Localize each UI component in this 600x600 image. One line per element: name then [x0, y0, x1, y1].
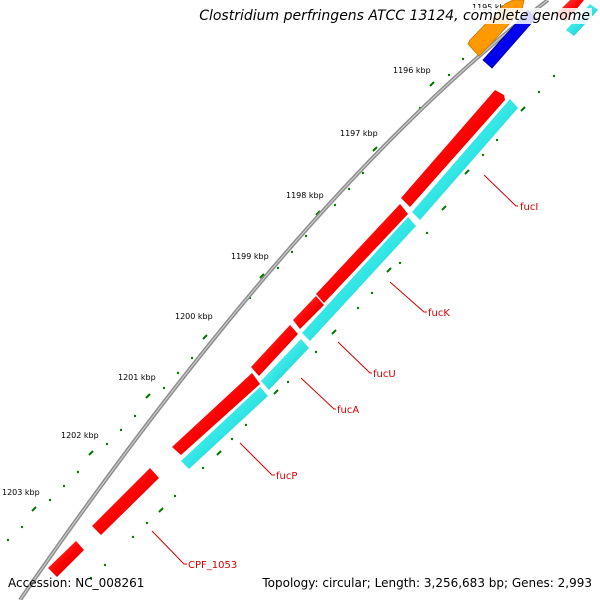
genome-summary: Topology: circular; Length: 3,256,683 bp…: [262, 576, 592, 590]
gene-fucA-reverse[interactable]: [261, 339, 309, 390]
reverse-strand-genes: [181, 99, 518, 469]
forward-strand-genes: [48, 90, 505, 577]
tick-label-1201: 1201 kbp: [118, 373, 156, 382]
gene-fucP-reverse[interactable]: [181, 387, 268, 469]
gene-fucK-forward[interactable]: [316, 204, 408, 303]
tick-label-1202: 1202 kbp: [61, 431, 99, 440]
tick-label-1198: 1198 kbp: [286, 191, 324, 200]
gene-label-fucI[interactable]: fucI: [520, 202, 538, 213]
inner-major-ticks: [158, 106, 526, 513]
gene-fucK-reverse[interactable]: [302, 217, 416, 341]
outer-major-ticks: [31, 81, 435, 512]
gene-fucU-forward[interactable]: [293, 296, 324, 329]
inner-dotted-ring: [89, 74, 556, 580]
gene-label-leaders: [151, 174, 518, 565]
gene-label-fucK[interactable]: fucK: [428, 308, 450, 319]
tick-label-1197: 1197 kbp: [340, 129, 378, 138]
tick-labels: 1195 kbp 1196 kbp 1197 kbp 1198 kbp 1199…: [2, 3, 510, 497]
gene-fucA-forward[interactable]: [251, 325, 298, 376]
tick-label-1195: 1195 kbp: [472, 3, 510, 12]
tick-label-1196: 1196 kbp: [393, 66, 431, 75]
tick-label-1200: 1200 kbp: [175, 312, 213, 321]
gene-bottom-forward[interactable]: [48, 541, 84, 577]
gene-label-fucU[interactable]: fucU: [373, 369, 396, 380]
gene-CPF1053-forward[interactable]: [92, 468, 159, 535]
gene-fucI-forward[interactable]: [401, 90, 505, 207]
tick-label-1199: 1199 kbp: [231, 252, 269, 261]
tick-label-1203: 1203 kbp: [2, 488, 40, 497]
gene-fucP-forward[interactable]: [172, 373, 260, 455]
gene-labels: fucI fucK fucU fucA fucP CPF_1053: [188, 202, 538, 571]
gene-label-fucA[interactable]: fucA: [337, 405, 359, 416]
accession-label: Accession: NC_008261: [8, 576, 145, 590]
gene-label-fucP[interactable]: fucP: [276, 471, 297, 482]
genome-backbone: [18, 0, 550, 600]
gene-label-CPF_1053[interactable]: CPF_1053: [188, 560, 237, 571]
outer-dotted-ring: [6, 41, 480, 542]
gene-fucI-reverse[interactable]: [412, 99, 518, 220]
genome-title: Clostridium perfringens ATCC 13124, comp…: [197, 8, 592, 24]
